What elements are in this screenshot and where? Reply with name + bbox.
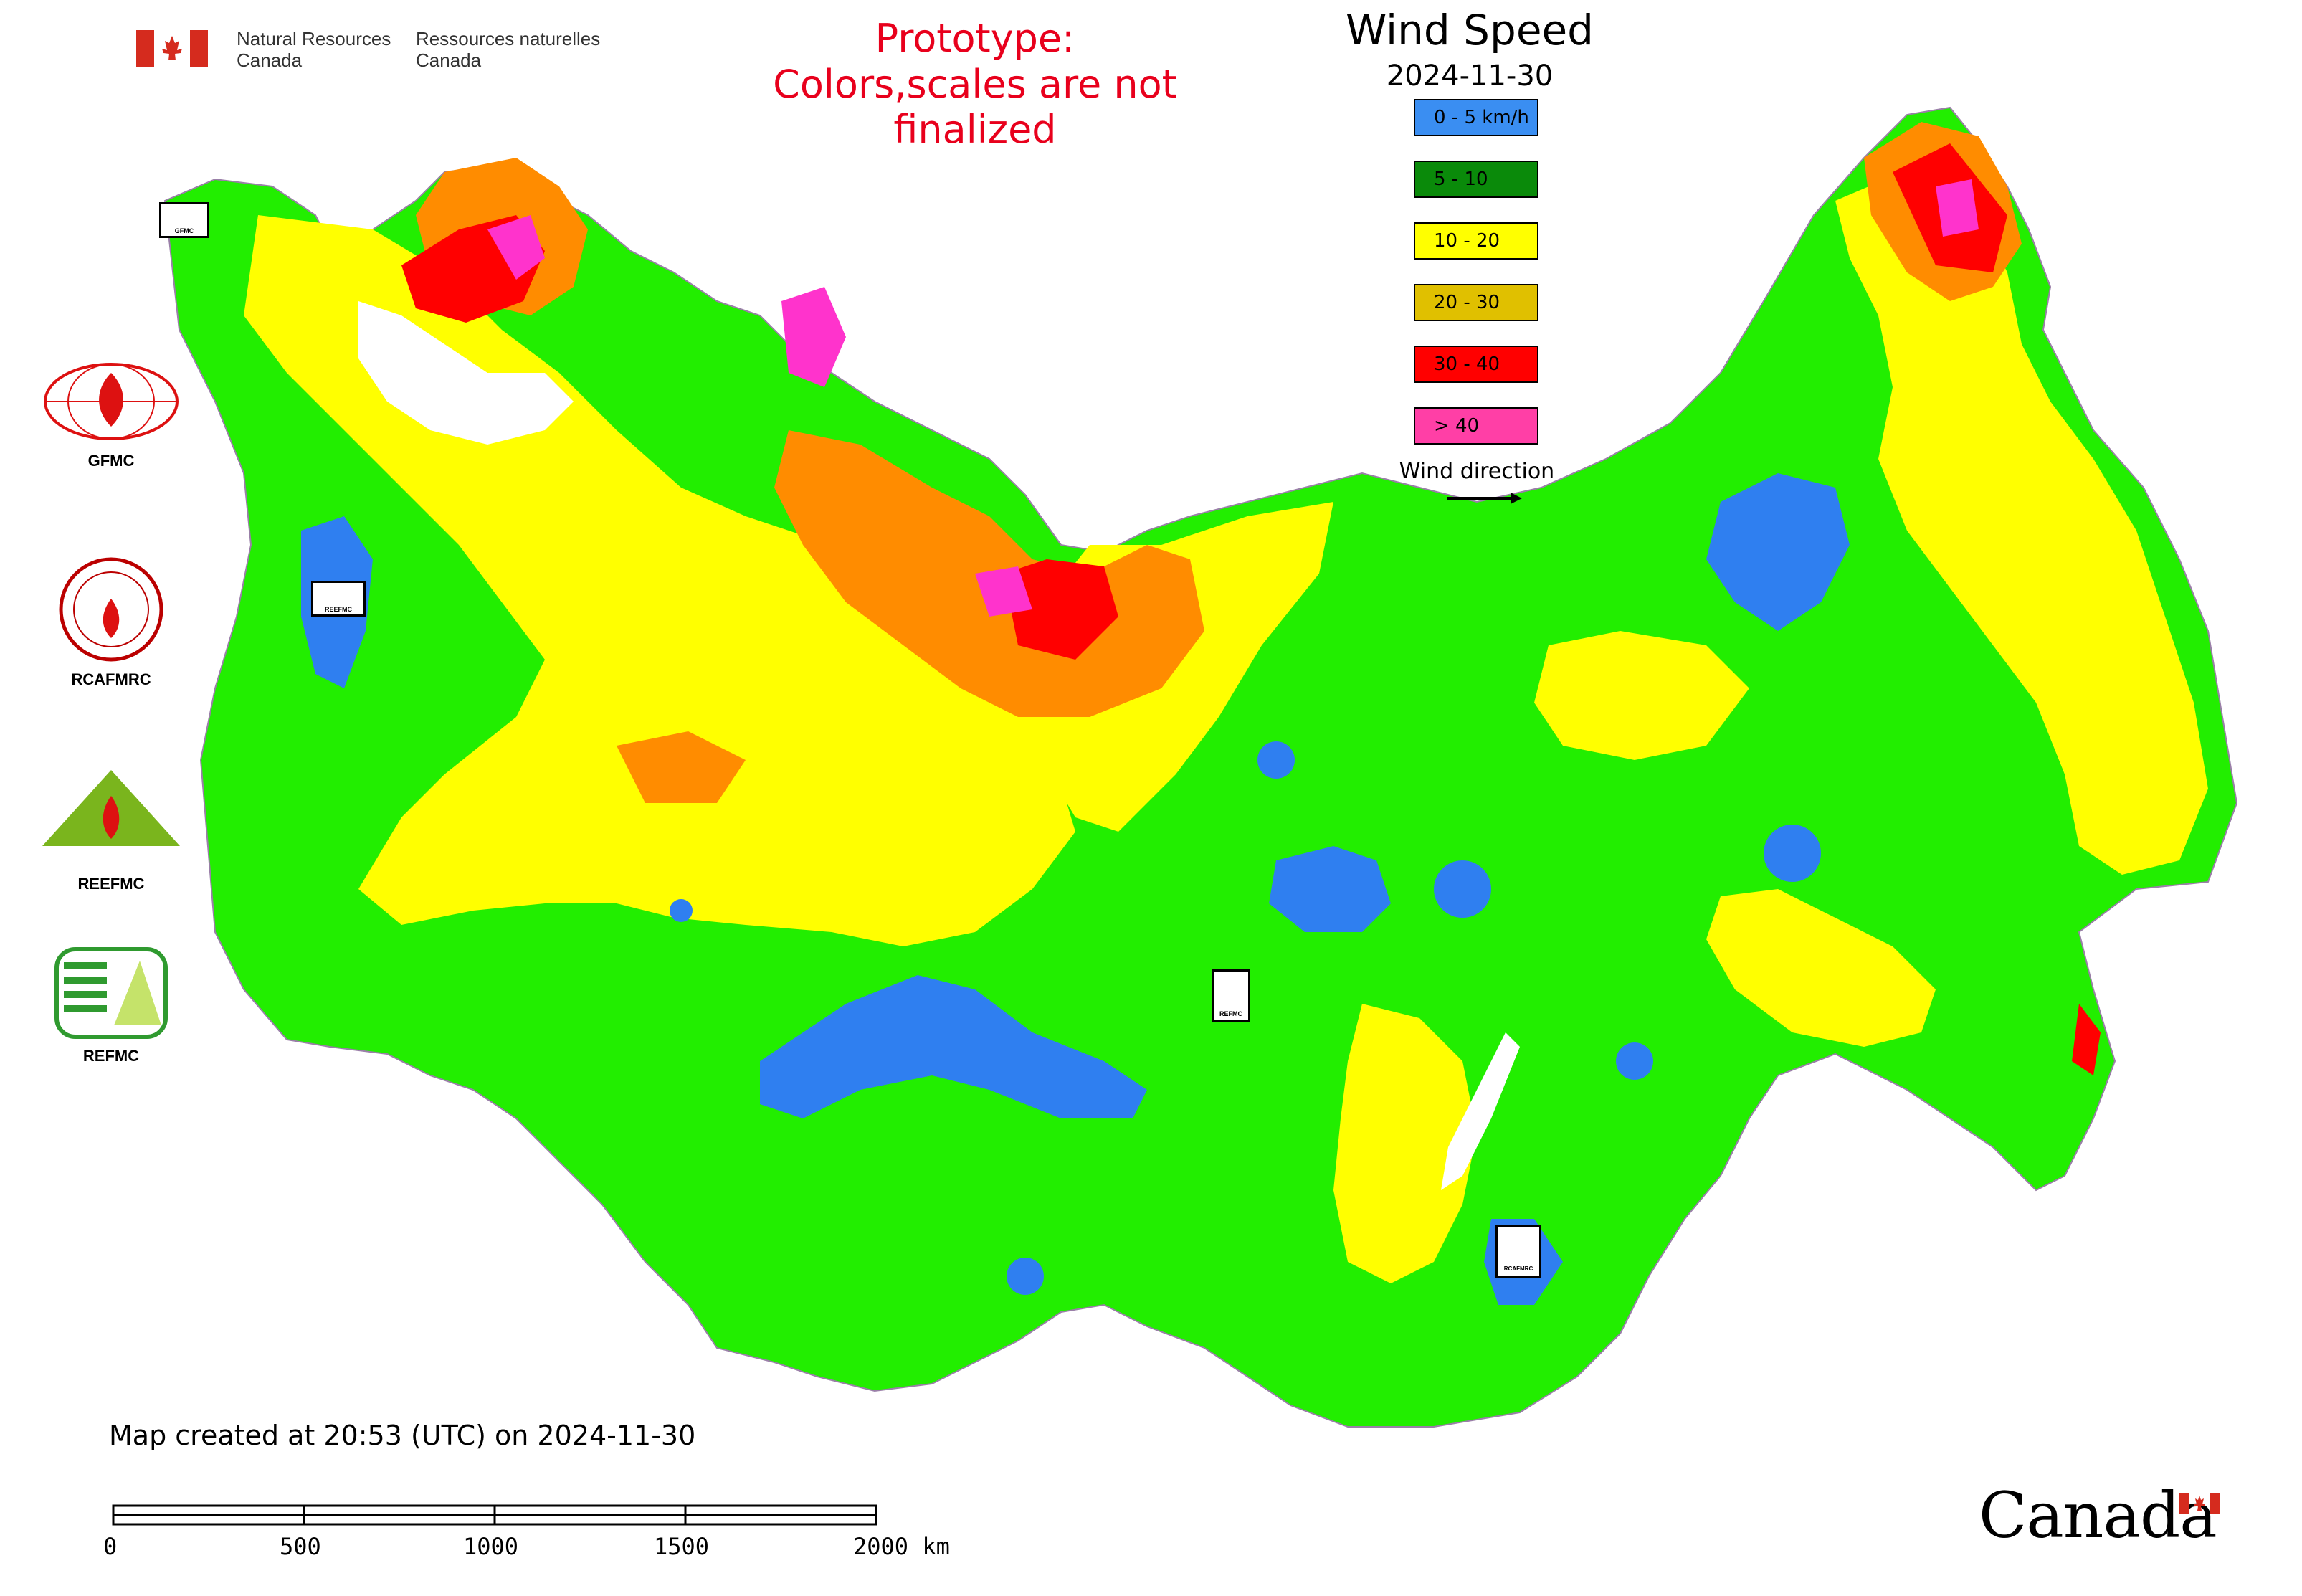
zone-yellow-ne bbox=[1534, 631, 1749, 760]
canada-wordmark-flag-icon bbox=[2179, 1493, 2220, 1514]
scale-bar bbox=[112, 1504, 877, 1526]
zone-magenta-kanin bbox=[781, 287, 846, 387]
map-creation-caption: Map created at 20:53 (UTC) on 2024-11-30 bbox=[109, 1420, 696, 1451]
zone-blue-spot-2 bbox=[1434, 860, 1491, 918]
zone-magenta-yamal bbox=[975, 566, 1032, 617]
zone-red-kamchatka bbox=[2072, 1004, 2101, 1075]
scale-tick-500: 500 bbox=[280, 1533, 321, 1560]
zone-blue-central bbox=[1269, 846, 1391, 932]
legend: 0 - 5 km/h 5 - 10 10 - 20 20 - 30 30 - 4… bbox=[1414, 99, 1543, 469]
land-zone-green bbox=[163, 106, 2238, 1428]
gfmc-logo: GFMC bbox=[36, 358, 186, 470]
scale-tick-2000: 2000 km bbox=[853, 1533, 950, 1560]
zone-red-yamal bbox=[1004, 559, 1118, 660]
refmc-logo-icon bbox=[54, 947, 168, 1039]
white-sea bbox=[358, 301, 574, 445]
legend-date: 2024-11-30 bbox=[1386, 60, 1554, 92]
zone-orange-west bbox=[617, 731, 746, 803]
reefmc-logo: REEFMC bbox=[36, 767, 186, 893]
legend-item-over-40: > 40 bbox=[1414, 407, 1538, 445]
refmc-label: REFMC bbox=[82, 1047, 140, 1065]
legend-title: Wind Speed bbox=[1345, 6, 1594, 54]
canada-flag-icon bbox=[136, 30, 208, 67]
department-name-fr: Ressources naturelles Canada bbox=[416, 28, 601, 71]
zone-yellow-east bbox=[1835, 158, 2208, 875]
map-marker-gfmc[interactable]: GFMC bbox=[159, 202, 209, 238]
reefmc-logo-icon bbox=[42, 770, 180, 865]
zone-blue-spot-4 bbox=[1007, 1258, 1044, 1295]
map-marker-rcafmrc[interactable]: RCAFMRC bbox=[1495, 1225, 1541, 1278]
reefmc-label: REEFMC bbox=[77, 875, 145, 893]
zone-blue-southwest bbox=[760, 975, 1147, 1118]
legend-item-5-10: 5 - 10 bbox=[1414, 161, 1538, 198]
rcafmrc-label: RCAFMRC bbox=[71, 670, 151, 688]
zone-magenta-chukotka bbox=[1936, 179, 1979, 237]
gfmc-label: GFMC bbox=[87, 452, 135, 470]
canada-wordmark: Canada bbox=[1979, 1478, 2217, 1552]
refmc-logo: REFMC bbox=[36, 946, 186, 1065]
zone-yellow-baikal bbox=[1333, 1004, 1477, 1283]
legend-item-0-5: 0 - 5 km/h bbox=[1414, 99, 1538, 136]
scale-tick-1000: 1000 bbox=[463, 1533, 519, 1560]
scale-tick-1500: 1500 bbox=[654, 1533, 710, 1560]
prototype-notice: Prototype: Colors,scales are not finaliz… bbox=[773, 16, 1177, 153]
legend-item-30-40: 30 - 40 bbox=[1414, 346, 1538, 383]
zone-blue-spot-1 bbox=[1257, 741, 1295, 779]
zone-magenta-kola bbox=[487, 215, 545, 280]
wind-direction-label: Wind direction bbox=[1399, 459, 1555, 484]
rcafmrc-logo: RCAFMRC bbox=[36, 556, 186, 689]
rcafmrc-logo-icon bbox=[59, 557, 163, 662]
scale-tick-0: 0 bbox=[103, 1533, 118, 1560]
zone-blue-yakutia bbox=[1706, 473, 1850, 631]
wind-direction-arrow-icon bbox=[1447, 493, 1522, 504]
map-marker-reefmc[interactable]: REEFMC bbox=[311, 581, 366, 617]
legend-item-20-30: 20 - 30 bbox=[1414, 284, 1538, 321]
zone-blue-spot-3 bbox=[1764, 825, 1821, 882]
department-name-en: Natural Resources Canada bbox=[237, 28, 391, 71]
zone-yellow-south bbox=[1706, 889, 1936, 1047]
map-marker-refmc[interactable]: REFMC bbox=[1212, 969, 1250, 1022]
zone-blue-spot-5 bbox=[1616, 1042, 1653, 1080]
zone-blue-spot-6 bbox=[670, 899, 693, 922]
lake-baikal bbox=[1441, 1032, 1520, 1190]
gfmc-logo-icon bbox=[44, 363, 179, 440]
legend-item-10-20: 10 - 20 bbox=[1414, 222, 1538, 260]
